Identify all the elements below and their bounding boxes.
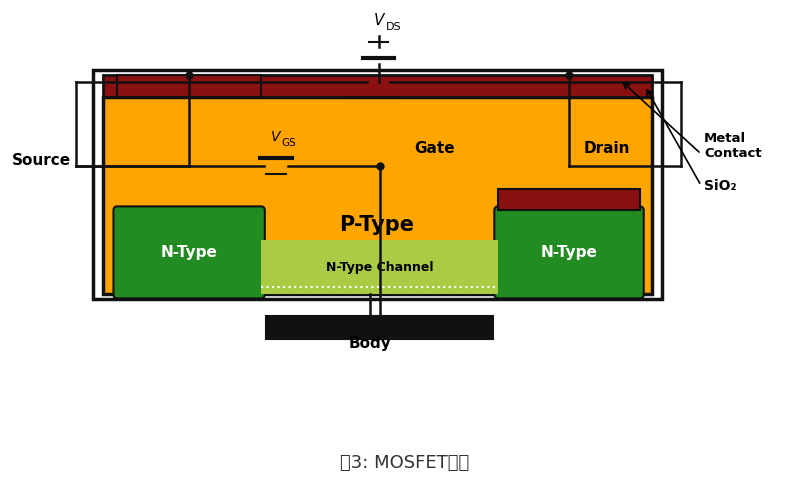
Bar	[103, 97, 651, 295]
Text: Gate: Gate	[414, 141, 454, 156]
Bar	[261, 240, 498, 295]
Text: GS: GS	[282, 138, 296, 148]
Bar	[265, 316, 492, 339]
FancyBboxPatch shape	[113, 206, 265, 298]
Text: Metal
Contact: Metal Contact	[703, 132, 761, 160]
Text: 图3: MOSFET结构: 图3: MOSFET结构	[339, 454, 468, 471]
FancyBboxPatch shape	[494, 206, 643, 298]
Text: V: V	[373, 14, 383, 28]
Text: DS: DS	[385, 22, 401, 32]
Text: V: V	[270, 130, 280, 144]
Text: Source: Source	[12, 154, 71, 169]
Text: N-Type Channel: N-Type Channel	[326, 261, 433, 274]
Text: SiO₂: SiO₂	[703, 179, 735, 193]
Text: N-Type: N-Type	[540, 245, 597, 260]
Text: 硬件攻城狮: 硬件攻城狮	[565, 270, 598, 280]
Text: Body: Body	[348, 336, 391, 351]
Bar	[117, 75, 261, 97]
Text: P-Type: P-Type	[339, 215, 414, 235]
Text: N-Type: N-Type	[160, 245, 217, 260]
Bar	[498, 188, 639, 210]
Bar	[103, 75, 651, 97]
Text: Drain: Drain	[583, 141, 630, 156]
Bar	[92, 70, 661, 299]
